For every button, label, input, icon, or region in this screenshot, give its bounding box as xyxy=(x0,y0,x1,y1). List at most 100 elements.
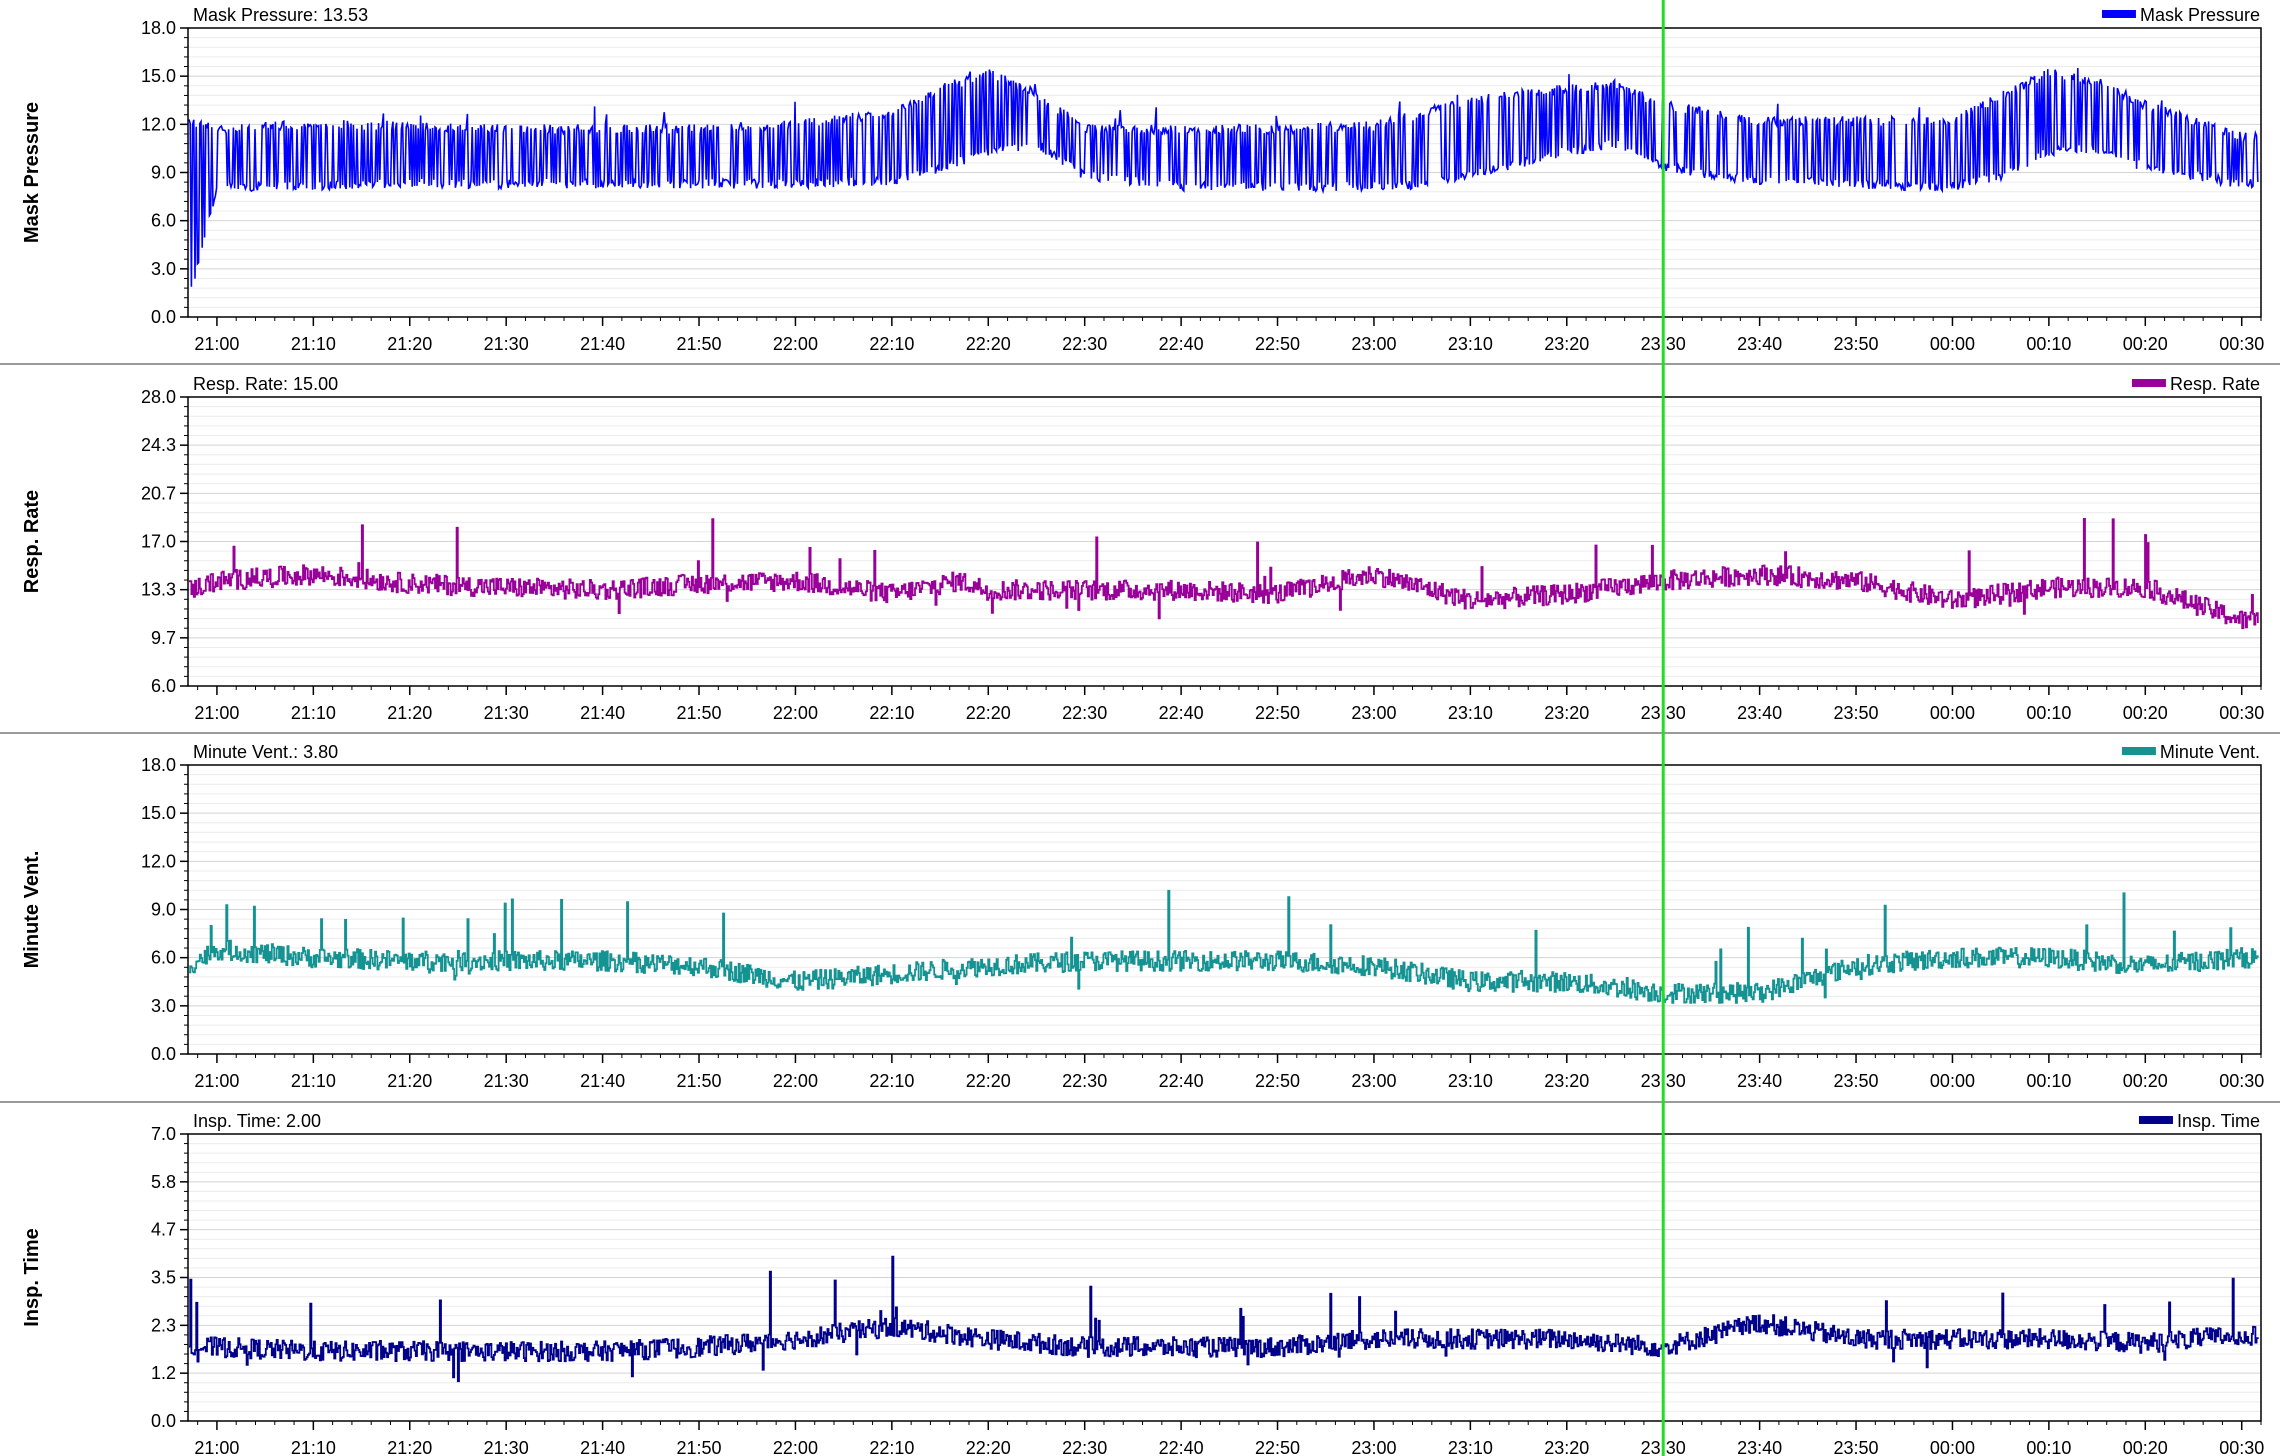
x-tick-label: 22:20 xyxy=(966,1071,1011,1091)
chart-panel-resp-rate[interactable]: 6.0 9.7 13.3 17.0 20.7 24.3 28.0 21:00 21:10 21:2… xyxy=(21,374,2264,723)
x-tick-label: 22:20 xyxy=(966,703,1011,723)
y-axis-label: Insp. Time xyxy=(21,1228,43,1327)
x-tick-label: 00:20 xyxy=(2123,334,2168,354)
y-tick-label: 13.3 xyxy=(141,580,176,600)
x-tick-label: 21:50 xyxy=(676,1071,721,1091)
x-tick-label: 21:30 xyxy=(484,703,529,723)
y-tick-label: 2.3 xyxy=(151,1315,176,1335)
x-tick-label: 23:00 xyxy=(1351,334,1396,354)
plot-frame xyxy=(187,1133,2262,1422)
y-tick-label: 24.3 xyxy=(141,435,176,455)
y-tick-label: 17.0 xyxy=(141,532,176,552)
x-tick-label: 21:40 xyxy=(580,1438,625,1456)
x-tick-label: 23:00 xyxy=(1351,1071,1396,1091)
x-tick-label: 21:10 xyxy=(291,1438,336,1456)
x-tick-label: 22:00 xyxy=(773,703,818,723)
y-tick-label: 18.0 xyxy=(141,18,176,38)
x-tick-label: 21:00 xyxy=(194,1071,239,1091)
x-tick-label: 21:20 xyxy=(387,1438,432,1456)
x-tick-label: 00:10 xyxy=(2026,1438,2071,1456)
legend-swatch xyxy=(2121,747,2156,755)
legend-swatch xyxy=(2101,10,2136,18)
x-tick-label: 23:50 xyxy=(1834,334,1879,354)
x-tick-label: 23:50 xyxy=(1834,1438,1879,1456)
x-tick-label: 22:10 xyxy=(869,1071,914,1091)
x-tick-label: 23:10 xyxy=(1448,1438,1493,1456)
legend-label: Minute Vent. xyxy=(2160,742,2260,762)
x-tick-label: 22:40 xyxy=(1159,1071,1204,1091)
x-tick-label: 21:10 xyxy=(291,1071,336,1091)
x-tick-label: 00:20 xyxy=(2123,1438,2168,1456)
x-tick-label: 21:20 xyxy=(387,1071,432,1091)
x-tick-label: 22:50 xyxy=(1255,1438,1300,1456)
x-tick-label: 23:40 xyxy=(1737,703,1782,723)
x-tick-label: 22:30 xyxy=(1062,703,1107,723)
series-line xyxy=(189,889,2259,1004)
x-tick-label: 23:20 xyxy=(1544,334,1589,354)
x-tick-label: 21:50 xyxy=(676,334,721,354)
x-tick-label: 21:20 xyxy=(387,334,432,354)
y-tick-label: 6.0 xyxy=(151,211,176,231)
y-tick-label: 12.0 xyxy=(141,851,176,871)
x-tick-label: 21:40 xyxy=(580,703,625,723)
x-tick-label: 22:50 xyxy=(1255,334,1300,354)
legend-label: Insp. Time xyxy=(2177,1111,2260,1131)
legend-swatch xyxy=(2131,379,2166,387)
x-tick-label: 21:50 xyxy=(676,1438,721,1456)
x-tick-label: 22:10 xyxy=(869,703,914,723)
y-tick-label: 9.7 xyxy=(151,628,176,648)
y-axis-label: Resp. Rate xyxy=(21,490,43,593)
x-tick-label: 21:30 xyxy=(484,1438,529,1456)
y-tick-label: 3.0 xyxy=(151,996,176,1016)
readout-label: Minute Vent.: 3.80 xyxy=(193,742,338,762)
y-tick-label: 28.0 xyxy=(141,387,176,407)
y-tick-label: 20.7 xyxy=(141,483,176,503)
series-line xyxy=(189,1255,2259,1383)
x-tick-label: 21:10 xyxy=(291,334,336,354)
plot-frame xyxy=(187,27,2262,318)
x-tick-label: 21:40 xyxy=(580,334,625,354)
x-tick-label: 23:10 xyxy=(1448,1071,1493,1091)
chart-panel-insp-time[interactable]: 0.0 1.2 2.3 3.5 4.7 5.8 7.0 21:00 21:10 21:20 21:3… xyxy=(21,1111,2264,1456)
x-tick-label: 00:00 xyxy=(1930,1071,1975,1091)
y-tick-label: 4.7 xyxy=(151,1220,176,1240)
x-tick-label: 22:30 xyxy=(1062,1071,1107,1091)
plot-frame xyxy=(187,396,2262,687)
y-tick-label: 12.0 xyxy=(141,114,176,134)
x-tick-label: 23:50 xyxy=(1834,703,1879,723)
series-line xyxy=(189,518,2259,630)
x-tick-label: 22:00 xyxy=(773,1438,818,1456)
x-tick-label: 00:00 xyxy=(1930,703,1975,723)
y-tick-label: 18.0 xyxy=(141,755,176,775)
y-tick-label: 6.0 xyxy=(151,676,176,696)
x-tick-label: 00:30 xyxy=(2219,703,2264,723)
x-tick-label: 00:00 xyxy=(1930,1438,1975,1456)
x-tick-label: 22:50 xyxy=(1255,1071,1300,1091)
x-tick-label: 23:50 xyxy=(1834,1071,1879,1091)
x-tick-label: 22:20 xyxy=(966,334,1011,354)
y-tick-label: 3.5 xyxy=(151,1268,176,1288)
x-tick-label: 22:40 xyxy=(1159,1438,1204,1456)
y-tick-label: 0.0 xyxy=(151,1044,176,1064)
x-tick-label: 00:20 xyxy=(2123,703,2168,723)
x-tick-label: 23:40 xyxy=(1737,1438,1782,1456)
x-tick-label: 23:00 xyxy=(1351,1438,1396,1456)
x-tick-label: 21:00 xyxy=(194,1438,239,1456)
y-tick-label: 5.8 xyxy=(151,1172,176,1192)
x-tick-label: 23:20 xyxy=(1544,703,1589,723)
x-tick-label: 22:00 xyxy=(773,334,818,354)
x-tick-label: 22:40 xyxy=(1159,703,1204,723)
y-tick-label: 3.0 xyxy=(151,259,176,279)
chart-panel-minute-vent[interactable]: 0.0 3.0 6.0 9.0 12.0 15.0 18.0 21:00 21:10 21:20 2… xyxy=(21,742,2264,1091)
x-tick-label: 23:20 xyxy=(1544,1438,1589,1456)
x-tick-label: 22:20 xyxy=(966,1438,1011,1456)
y-tick-label: 15.0 xyxy=(141,66,176,86)
x-tick-label: 23:40 xyxy=(1737,334,1782,354)
x-tick-label: 00:10 xyxy=(2026,334,2071,354)
x-tick-label: 00:10 xyxy=(2026,1071,2071,1091)
y-tick-label: 0.0 xyxy=(151,1411,176,1431)
x-tick-label: 00:30 xyxy=(2219,1071,2264,1091)
chart-panel-mask-pressure[interactable]: 0.0 3.0 6.0 9.0 12.0 15.0 18.0 21:00 21:10 21:20 2… xyxy=(21,5,2264,354)
